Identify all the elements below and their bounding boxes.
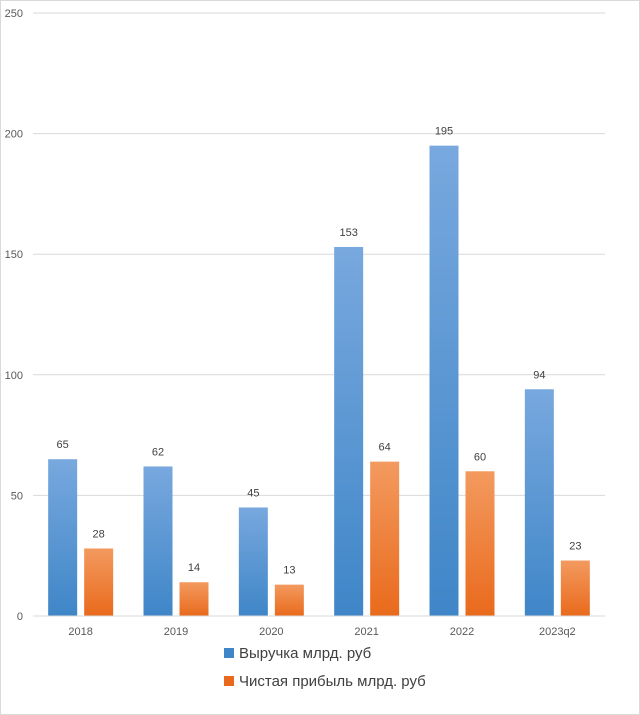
x-tick-label-2021: 2021 [354, 626, 378, 638]
data-label-series1-2019: 62 [152, 446, 164, 458]
bar-series2-2020 [274, 584, 304, 616]
y-axis: 0 50 100 150 200 250 [5, 8, 23, 623]
data-label-series2-2019: 14 [188, 562, 200, 574]
y-tick-label-150: 150 [5, 249, 23, 261]
data-label-series2-2020: 13 [283, 565, 295, 577]
legend-swatch-1 [224, 648, 234, 658]
data-label-series1-2021: 153 [339, 227, 357, 239]
bar-series1-2018 [48, 459, 78, 616]
bar-series2-2021 [370, 461, 400, 616]
bar-series1-2020 [238, 507, 268, 616]
data-label-series2-2023q2: 23 [569, 541, 581, 553]
bar-series1-2021 [334, 246, 364, 617]
y-tick-label-100: 100 [5, 370, 23, 382]
bar-series1-2022 [429, 145, 459, 616]
bar-series1-2019 [143, 466, 173, 616]
x-tick-label-2023q2: 2023q2 [539, 626, 576, 638]
y-tick-label-200: 200 [5, 129, 23, 141]
legend: Выручка млрд. руб Чистая прибыль млрд. ру… [224, 645, 426, 690]
data-label-series2-2021: 64 [379, 442, 391, 454]
bar-series1-2023q2 [524, 389, 554, 616]
legend-swatch-2 [224, 676, 234, 686]
y-tick-label-50: 50 [11, 490, 23, 502]
data-label-series1-2023q2: 94 [533, 369, 545, 381]
data-label-series1-2018: 65 [57, 439, 69, 451]
bar-series2-2022 [465, 471, 495, 616]
data-label-series2-2018: 28 [93, 528, 105, 540]
legend-label-1: Выручка млрд. руб [239, 645, 371, 662]
bar-series2-2023q2 [560, 560, 590, 616]
y-tick-label-0: 0 [17, 611, 23, 623]
y-tick-label-250: 250 [5, 8, 23, 20]
x-tick-label-2022: 2022 [450, 626, 474, 638]
x-tick-label-2018: 2018 [68, 626, 92, 638]
legend-label-2: Чистая прибыль млрд. руб [239, 673, 426, 690]
data-label-series2-2022: 60 [474, 451, 486, 463]
bar-series2-2019 [179, 582, 209, 616]
data-label-series1-2020: 45 [247, 487, 259, 499]
x-tick-label-2019: 2019 [164, 626, 188, 638]
data-label-series1-2022: 195 [435, 126, 453, 138]
bars: 65 28 62 14 45 13 153 64 195 60 94 23 [48, 126, 590, 617]
x-axis: 2018 2019 2020 2021 2022 2023q2 [33, 615, 605, 638]
bar-series2-2018 [84, 548, 114, 616]
x-tick-label-2020: 2020 [259, 626, 283, 638]
gridlines [33, 12, 605, 496]
